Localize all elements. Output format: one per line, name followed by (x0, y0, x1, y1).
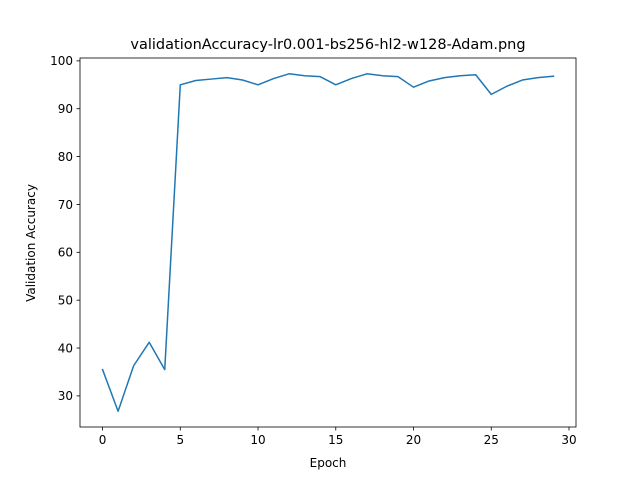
x-tick-label-15: 15 (328, 433, 343, 447)
x-axis-label: Epoch (310, 456, 347, 470)
chart-title: validationAccuracy-lr0.001-bs256-hl2-w12… (130, 37, 525, 53)
y-tick-label-40: 40 (58, 341, 73, 355)
y-tick-label-90: 90 (58, 102, 73, 116)
series-line-0 (101, 73, 555, 412)
x-tick-label-25: 25 (484, 433, 499, 447)
x-tick-label-0: 0 (99, 433, 107, 447)
plot-frame (79, 57, 577, 428)
x-tick-label-20: 20 (406, 433, 421, 447)
y-tick-label-80: 80 (58, 150, 73, 164)
y-axis-label: Validation Accuracy (24, 184, 38, 302)
x-tick-label-5: 5 (176, 433, 184, 447)
y-tick-label-30: 30 (58, 389, 73, 403)
x-tick-label-30: 30 (561, 433, 576, 447)
y-tick-label-50: 50 (58, 293, 73, 307)
y-tick-label-70: 70 (58, 198, 73, 212)
y-tick-label-100: 100 (50, 54, 73, 68)
plot-area: 0 5 10 15 20 25 30 30 40 50 60 70 80 90 100 (50, 54, 577, 447)
y-tick-label-60: 60 (58, 246, 73, 260)
x-tick-label-10: 10 (250, 433, 265, 447)
